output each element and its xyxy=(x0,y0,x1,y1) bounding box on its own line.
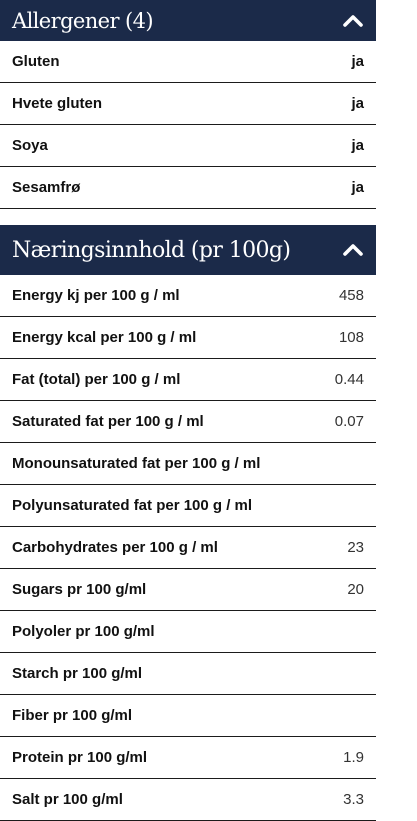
allergen-label: Hvete gluten xyxy=(12,95,103,112)
nutrition-label: Protein pr 100 g/ml xyxy=(12,749,148,766)
nutrition-label: Salt pr 100 g/ml xyxy=(12,791,123,808)
product-info-panel: Allergener (4) Gluten ja Hvete gluten ja… xyxy=(0,0,376,821)
allergen-label: Sesamfrø xyxy=(12,179,81,196)
nutrition-value: 458 xyxy=(338,287,364,304)
nutrition-row: Energy kcal per 100 g / ml 108 xyxy=(0,317,376,359)
nutrition-label: Monounsaturated fat per 100 g / ml xyxy=(12,455,261,472)
chevron-up-icon[interactable] xyxy=(342,10,364,32)
nutrition-row: Energy kj per 100 g / ml 458 xyxy=(0,275,376,317)
nutrition-label: Fat (total) per 100 g / ml xyxy=(12,371,181,388)
allergen-value: ja xyxy=(351,137,364,154)
nutrition-label: Energy kj per 100 g / ml xyxy=(12,287,180,304)
nutrition-row: Monounsaturated fat per 100 g / ml xyxy=(0,443,376,485)
nutrition-row: Fiber pr 100 g/ml xyxy=(0,695,376,737)
nutrition-row: Saturated fat per 100 g / ml 0.07 xyxy=(0,401,376,443)
allergen-value: ja xyxy=(351,95,364,112)
nutrition-label: Energy kcal per 100 g / ml xyxy=(12,329,197,346)
allergen-value: ja xyxy=(351,53,364,70)
nutrition-value: 3.3 xyxy=(343,791,364,808)
nutrition-label: Fiber pr 100 g/ml xyxy=(12,707,133,724)
allergens-list: Gluten ja Hvete gluten ja Soya ja Sesamf… xyxy=(0,41,376,209)
nutrition-label: Sugars pr 100 g/ml xyxy=(12,581,147,598)
nutrition-label: Polyoler pr 100 g/ml xyxy=(12,623,155,640)
nutrition-list: Energy kj per 100 g / ml 458 Energy kcal… xyxy=(0,275,376,821)
nutrition-label: Starch pr 100 g/ml xyxy=(12,665,143,682)
nutrition-row: Carbohydrates per 100 g / ml 23 xyxy=(0,527,376,569)
allergen-label: Gluten xyxy=(12,53,60,70)
allergen-row: Sesamfrø ja xyxy=(0,167,376,209)
nutrition-value: 108 xyxy=(338,329,364,346)
nutrition-value: 1.9 xyxy=(343,749,364,766)
nutrition-value: 0.07 xyxy=(334,413,364,430)
nutrition-value: 20 xyxy=(347,581,364,598)
allergen-label: Soya xyxy=(12,137,48,154)
nutrition-value: 0.44 xyxy=(334,371,364,388)
nutrition-row: Sugars pr 100 g/ml 20 xyxy=(0,569,376,611)
allergens-section-header[interactable]: Allergener (4) xyxy=(0,0,376,41)
nutrition-title: Næringsinnhold (pr 100g) xyxy=(12,237,291,263)
nutrition-row: Salt pr 100 g/ml 3.3 xyxy=(0,779,376,821)
allergen-row: Gluten ja xyxy=(0,41,376,83)
nutrition-label: Polyunsaturated fat per 100 g / ml xyxy=(12,497,253,514)
chevron-up-icon[interactable] xyxy=(342,239,364,261)
allergen-value: ja xyxy=(351,179,364,196)
nutrition-label: Saturated fat per 100 g / ml xyxy=(12,413,204,430)
nutrition-value: 23 xyxy=(347,539,364,556)
nutrition-row: Polyoler pr 100 g/ml xyxy=(0,611,376,653)
nutrition-row: Polyunsaturated fat per 100 g / ml xyxy=(0,485,376,527)
nutrition-section-header[interactable]: Næringsinnhold (pr 100g) xyxy=(0,225,376,275)
nutrition-label: Carbohydrates per 100 g / ml xyxy=(12,539,218,556)
nutrition-row: Starch pr 100 g/ml xyxy=(0,653,376,695)
allergens-title: Allergener (4) xyxy=(12,8,154,33)
allergen-row: Soya ja xyxy=(0,125,376,167)
allergen-row: Hvete gluten ja xyxy=(0,83,376,125)
nutrition-row: Fat (total) per 100 g / ml 0.44 xyxy=(0,359,376,401)
nutrition-row: Protein pr 100 g/ml 1.9 xyxy=(0,737,376,779)
